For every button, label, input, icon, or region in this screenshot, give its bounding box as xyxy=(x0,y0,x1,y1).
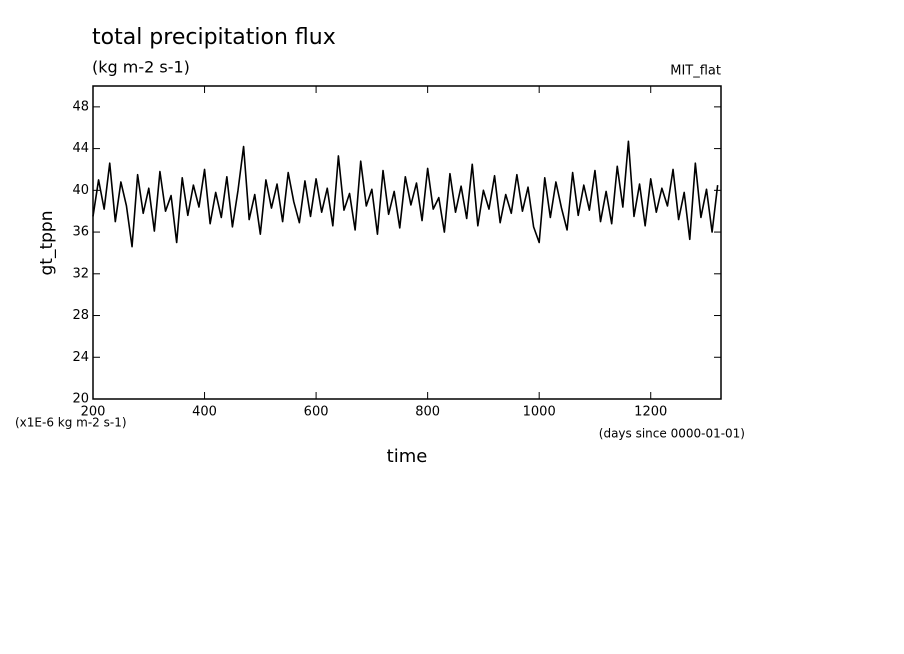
y-tick-label: 36 xyxy=(72,225,89,240)
x-tick-label: 600 xyxy=(304,405,329,420)
plot-frame xyxy=(92,85,722,400)
x-tick-label: 200 xyxy=(81,405,106,420)
data-line xyxy=(92,140,719,248)
y-tick-label: 48 xyxy=(72,99,89,114)
x-tick-label: 800 xyxy=(415,405,440,420)
x-tick-label: 1200 xyxy=(634,405,667,420)
x-tick-label: 1000 xyxy=(523,405,556,420)
y-tick-label: 40 xyxy=(72,183,89,198)
y-tick-label: 24 xyxy=(72,350,89,365)
y-tick-label: 20 xyxy=(72,392,89,407)
y-tick-label: 32 xyxy=(72,266,89,281)
x-units: (days since 0000-01-01) xyxy=(599,427,745,441)
x-tick-label: 400 xyxy=(192,405,217,420)
chart-title: total precipitation flux xyxy=(92,25,336,50)
y-axis-label: gt_tppn xyxy=(37,211,57,276)
y-tick-label: 28 xyxy=(72,308,89,323)
annotation: MIT_flat xyxy=(670,64,721,79)
x-axis-label: time xyxy=(387,446,428,467)
chart-subtitle: (kg m-2 s-1) xyxy=(92,58,190,77)
y-tick-label: 44 xyxy=(72,141,89,156)
y-units: (x1E-6 kg m-2 s-1) xyxy=(15,416,127,430)
